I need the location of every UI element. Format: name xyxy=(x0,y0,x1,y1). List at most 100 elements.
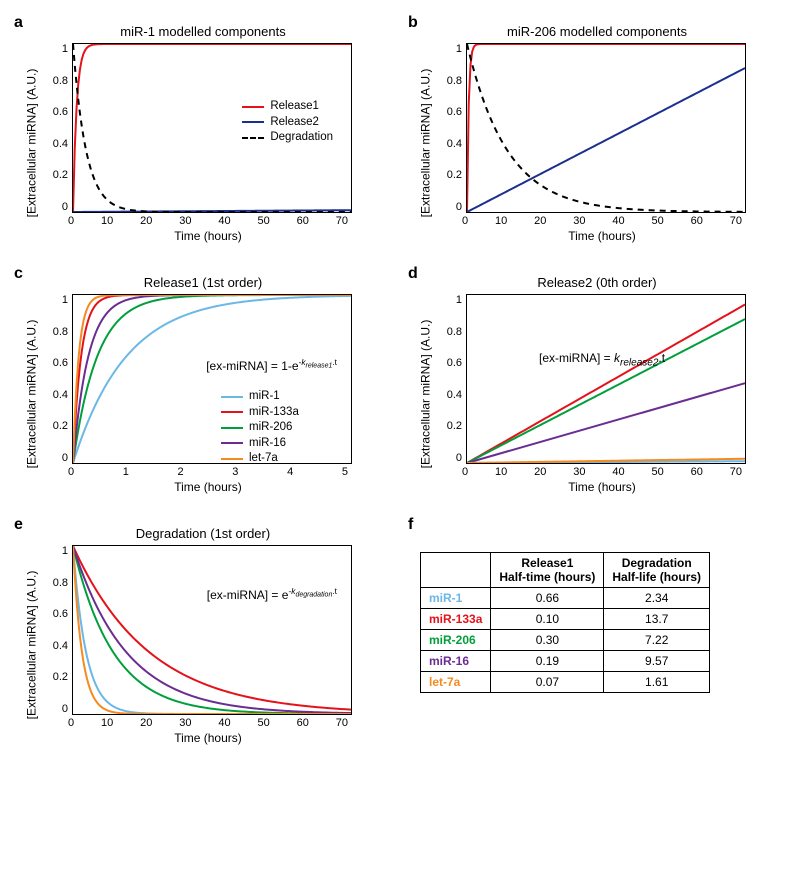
ytick-label: 0 xyxy=(62,703,68,715)
xtick-label: 60 xyxy=(691,215,703,227)
plot-box xyxy=(466,43,746,213)
legend-label: miR-16 xyxy=(249,436,286,452)
table-cell: 9.57 xyxy=(604,651,710,672)
ylabel: [Extracellular miRNA] (A.U.) xyxy=(24,320,38,469)
xtick-label: 50 xyxy=(652,215,664,227)
xlabel: Time (hours) xyxy=(68,480,348,494)
panel-label: c xyxy=(14,265,23,283)
table-header xyxy=(421,553,491,588)
legend-item: Release2 xyxy=(242,115,333,131)
xtick-label: 10 xyxy=(495,215,507,227)
ytick-label: 0 xyxy=(456,452,462,464)
plot-box: [ex-miRNA] = e-kdegradation.t xyxy=(72,545,352,715)
equation: [ex-miRNA] = 1-e-krelease1.t xyxy=(206,357,337,373)
xtick-label: 70 xyxy=(336,717,348,729)
series-mir-1 xyxy=(73,296,351,463)
legend-swatch xyxy=(221,442,243,444)
legend-swatch xyxy=(242,106,264,108)
ytick-label: 0.2 xyxy=(53,169,68,181)
panel-c: c Release1 (1st order) [Extracellular mi… xyxy=(20,271,386,494)
panel-b: b miR-206 modelled components [Extracell… xyxy=(414,20,780,243)
x-ticks: 012345 xyxy=(68,466,348,478)
xtick-label: 1 xyxy=(123,466,129,478)
xlabel: Time (hours) xyxy=(68,229,348,243)
table-cell: 13.7 xyxy=(604,609,710,630)
ytick-label: 0.2 xyxy=(447,169,462,181)
ytick-label: 0.8 xyxy=(447,75,462,87)
series-mir-206 xyxy=(467,319,745,463)
y-ticks: 10.80.60.40.20 xyxy=(436,294,466,464)
panel-label: a xyxy=(14,14,23,32)
table-row: miR-133a0.1013.7 xyxy=(421,609,710,630)
table-cell-name: let-7a xyxy=(421,672,491,693)
series-let-7a xyxy=(73,295,351,463)
table-cell-name: miR-206 xyxy=(421,630,491,651)
xtick-label: 0 xyxy=(462,215,468,227)
xtick-label: 60 xyxy=(297,717,309,729)
xtick-label: 30 xyxy=(573,466,585,478)
ytick-label: 0.8 xyxy=(53,577,68,589)
legend-item: miR-16 xyxy=(221,436,299,452)
ytick-label: 0.6 xyxy=(53,106,68,118)
xtick-label: 5 xyxy=(342,466,348,478)
xtick-label: 70 xyxy=(730,215,742,227)
xtick-label: 10 xyxy=(101,215,113,227)
legend-swatch xyxy=(221,427,243,429)
equation: [ex-miRNA] = e-kdegradation.t xyxy=(207,586,337,602)
ytick-label: 0.6 xyxy=(53,357,68,369)
panel-f: f Release1Half-time (hours)DegradationHa… xyxy=(414,522,780,745)
table-row: miR-160.199.57 xyxy=(421,651,710,672)
ylabel: [Extracellular miRNA] (A.U.) xyxy=(24,571,38,720)
legend-swatch xyxy=(221,396,243,398)
ytick-label: 1 xyxy=(456,294,462,306)
xtick-label: 40 xyxy=(612,215,624,227)
xtick-label: 2 xyxy=(178,466,184,478)
xtick-label: 50 xyxy=(258,215,270,227)
x-ticks: 010203040506070 xyxy=(462,466,742,478)
panel-title: Release1 (1st order) xyxy=(20,275,386,290)
plot-box: Release1Release2Degradation xyxy=(72,43,352,213)
panel-title: miR-206 modelled components xyxy=(414,24,780,39)
ytick-label: 0 xyxy=(456,201,462,213)
xtick-label: 40 xyxy=(218,215,230,227)
series-mir-206 xyxy=(73,546,351,714)
ytick-label: 0.2 xyxy=(447,420,462,432)
legend-item: miR-206 xyxy=(221,420,299,436)
legend-label: miR-206 xyxy=(249,420,292,436)
xtick-label: 60 xyxy=(691,466,703,478)
legend-swatch xyxy=(221,458,243,460)
legend-swatch xyxy=(221,411,243,413)
legend-label: Release1 xyxy=(270,99,319,115)
ytick-label: 0.4 xyxy=(53,640,68,652)
xtick-label: 10 xyxy=(101,717,113,729)
table-cell: 7.22 xyxy=(604,630,710,651)
y-ticks: 10.80.60.40.20 xyxy=(42,545,72,715)
ylabel: [Extracellular miRNA] (A.U.) xyxy=(24,69,38,218)
equation: [ex-miRNA] = krelease2.t xyxy=(539,351,665,368)
series-mir-133a xyxy=(73,546,351,710)
table-cell: 0.07 xyxy=(491,672,604,693)
ytick-label: 0.8 xyxy=(53,75,68,87)
legend: miR-1miR-133amiR-206miR-16let-7a xyxy=(221,389,299,467)
xtick-label: 40 xyxy=(218,717,230,729)
panel-e: e Degradation (1st order) [Extracellular… xyxy=(20,522,386,745)
legend-item: miR-133a xyxy=(221,405,299,421)
xtick-label: 0 xyxy=(68,215,74,227)
xtick-label: 0 xyxy=(462,466,468,478)
x-ticks: 010203040506070 xyxy=(462,215,742,227)
y-ticks: 10.80.60.40.20 xyxy=(436,43,466,213)
plot-box: [ex-miRNA] = krelease2.t xyxy=(466,294,746,464)
table-row: let-7a0.071.61 xyxy=(421,672,710,693)
xlabel: Time (hours) xyxy=(68,731,348,745)
table-cell-name: miR-1 xyxy=(421,588,491,609)
panel-title: Degradation (1st order) xyxy=(20,526,386,541)
legend-item: Degradation xyxy=(242,130,333,146)
ytick-label: 0.2 xyxy=(53,671,68,683)
ytick-label: 1 xyxy=(456,43,462,55)
legend-item: Release1 xyxy=(242,99,333,115)
panel-label: b xyxy=(408,14,418,32)
legend-swatch xyxy=(242,121,264,123)
xtick-label: 20 xyxy=(140,215,152,227)
xlabel: Time (hours) xyxy=(462,229,742,243)
series-mir-16 xyxy=(467,383,745,463)
